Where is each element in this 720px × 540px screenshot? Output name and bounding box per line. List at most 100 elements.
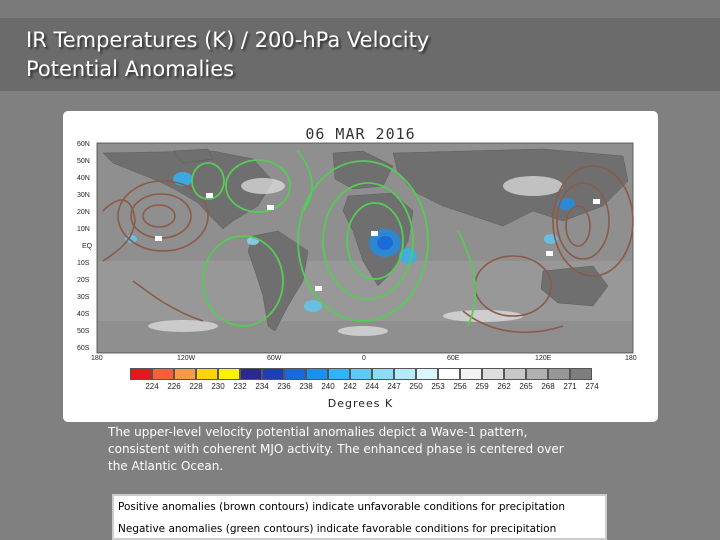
colorbar-swatch [482,368,504,380]
lat-label: 60N [77,141,90,148]
colorbar-tick-label: 232 [233,382,247,391]
colorbar-swatch [196,368,218,380]
colorbar-tick-label: 224 [145,382,159,391]
colorbar-swatch [394,368,416,380]
brown-contour-westpac-inner [565,205,591,247]
map-figure [96,142,634,354]
colorbar-tick-label: 262 [497,382,511,391]
north-america [102,150,274,230]
green-contour-east-arc [457,230,477,327]
positive-anomaly-note: Positive anomalies (brown contours) indi… [118,501,565,513]
brown-contour-pacific-outer [117,180,209,252]
green-contour-south-america [202,235,284,327]
slide-title-line-2: Potential Anomalies [26,57,235,81]
colorbar-tick-label: 242 [343,382,357,391]
colorbar: 224 226 228 230 232 234 236 238 240 242 244 247 250 2… [130,368,600,394]
colorbar-swatch [130,368,152,380]
lat-label: 10S [77,260,90,267]
colorbar-swatch [526,368,548,380]
colorbar-swatch [152,368,174,380]
colorbar-tick-label: 228 [189,382,203,391]
colorbar-swatch [372,368,394,380]
colorbar-tick-label: 268 [541,382,555,391]
brown-contour-pacific-inner [142,204,176,228]
lon-label: 120E [535,355,552,362]
colorbar-swatch [240,368,262,380]
colorbar-swatch [438,368,460,380]
colorbar-tick-label: 230 [211,382,225,391]
positive-anomaly-contours [102,165,634,334]
green-contour-north-atlantic [225,159,291,213]
green-contour-atlantic-inner [346,202,404,280]
brown-contour-south-indian [462,310,564,334]
map-date: 06 MAR 2016 [305,125,416,143]
colorbar-tick-label: 234 [255,382,269,391]
lon-label: 180 [625,355,637,362]
colorbar-swatch [460,368,482,380]
lon-label: 60E [447,355,460,362]
colorbar-swatch [174,368,196,380]
top-strip [0,0,720,18]
colorbar-units: Degrees K [327,397,394,410]
lat-label: 40S [77,311,90,318]
colorbar-tick-label: 236 [277,382,291,391]
caption: The upper-level velocity potential anoma… [108,424,628,475]
colorbar-swatch [306,368,328,380]
colorbar-swatch [262,368,284,380]
lon-label: 120W [177,355,196,362]
negative-anomaly-note: Negative anomalies (green contours) indi… [118,523,557,535]
colorbar-tick-label: 238 [299,382,313,391]
colorbar-tick-label: 226 [167,382,181,391]
green-contour-atlantic-mid [322,182,414,300]
colorbar-tick-label: 253 [431,382,445,391]
lat-label: 50N [77,158,90,165]
lat-label: 50S [77,328,90,335]
caption-line-2: consistent with coherent MJO activity. T… [108,442,564,456]
lat-label: 20N [77,209,90,216]
warm-cloud-streaks [148,176,563,336]
green-contour-north-arc [297,150,313,212]
caption-line-1: The upper-level velocity potential anoma… [108,425,528,439]
colorbar-tick-label: 256 [453,382,467,391]
lon-label: 60W [267,355,282,362]
lat-label: 10N [77,226,90,233]
slide-title: IR Temperatures (K) / 200-hPa Velocity P… [26,26,666,84]
greenland [172,148,214,164]
colorbar-tick-label: 259 [475,382,489,391]
negative-anomaly-contours [191,150,477,327]
legend-note-box: Positive anomalies (brown contours) indi… [112,494,607,540]
colorbar-tick-label: 271 [563,382,577,391]
lon-label: 0 [362,355,366,362]
lat-label: 40N [77,175,90,182]
contour-tags [155,193,600,291]
green-contour-atlantic-outer [297,160,429,322]
colorbar-swatch [416,368,438,380]
colorbar-tick-label: 240 [321,382,335,391]
colorbar-swatch [570,368,592,380]
colorbar-tick-label: 265 [519,382,533,391]
colorbar-swatch [328,368,350,380]
lon-label: 180 [91,355,103,362]
brown-contour-south-pacific [132,280,204,322]
lat-label: 20S [77,277,90,284]
colorbar-tick-label: 247 [387,382,401,391]
brown-contour-westpac-outer [552,165,634,277]
brown-contour-west-edge [102,199,136,262]
lat-label: 30N [77,192,90,199]
colorbar-tick-label: 250 [409,382,423,391]
colorbar-tick-label: 274 [585,382,599,391]
colorbar-swatch [284,368,306,380]
slide-title-line-1: IR Temperatures (K) / 200-hPa Velocity [26,28,430,52]
title-band [0,18,720,91]
lat-label: 30S [77,294,90,301]
colorbar-swatch [548,368,570,380]
colorbar-swatch [218,368,240,380]
green-contour-north-america [191,162,225,200]
caption-line-3: the Atlantic Ocean. [108,459,224,473]
colorbar-tick-label: 244 [365,382,379,391]
brown-contour-westpac-mid [556,182,610,260]
lat-label: 60S [77,345,90,352]
colorbar-swatch [350,368,372,380]
map-panel: 06 MAR 2016 [63,111,658,422]
colorbar-swatch [504,368,526,380]
